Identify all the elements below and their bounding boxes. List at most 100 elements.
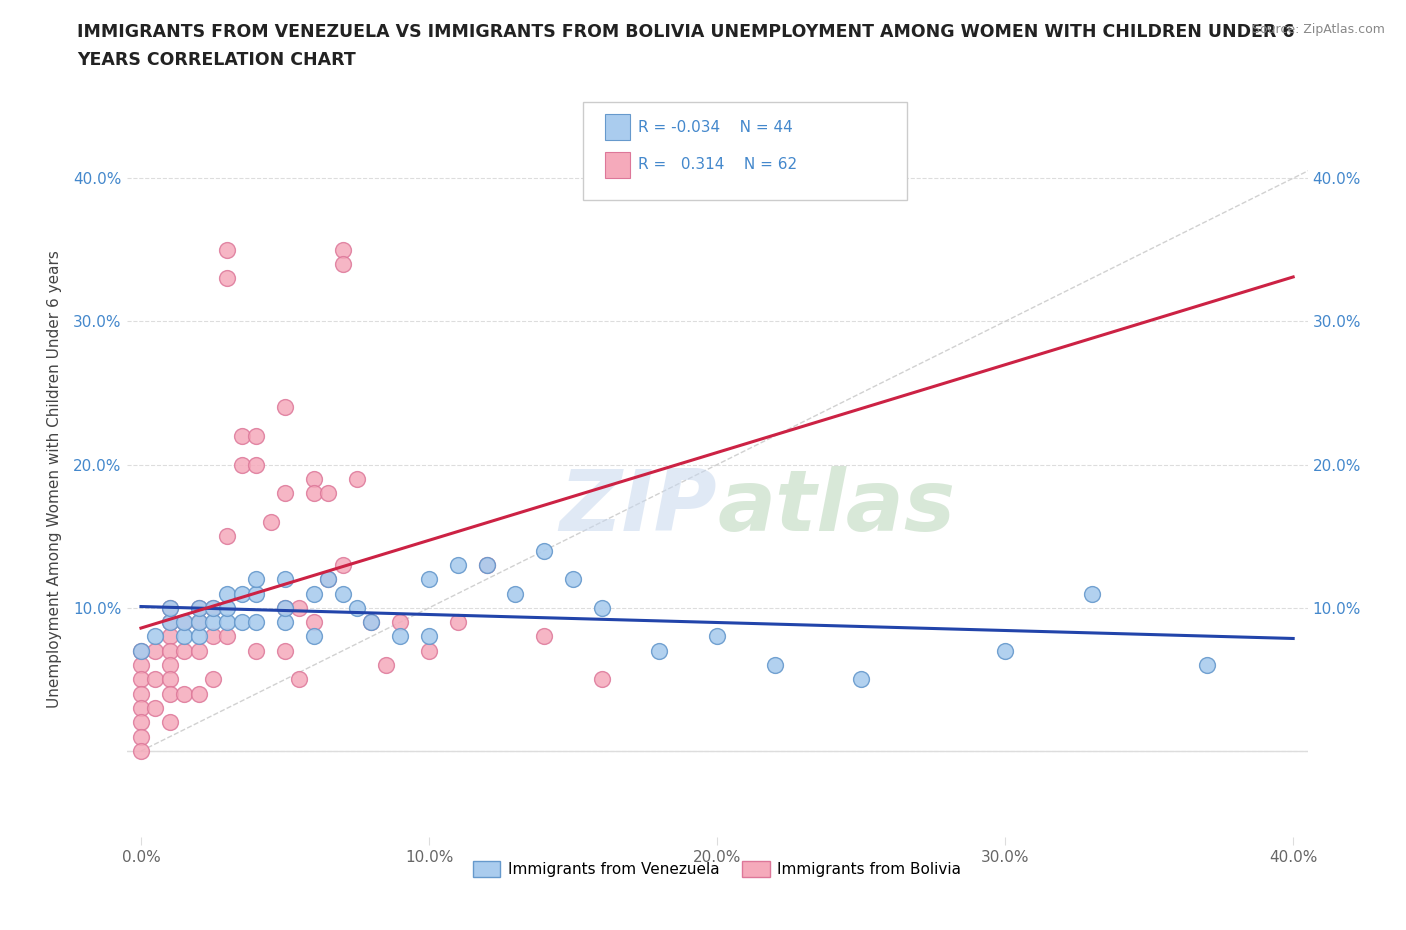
Point [187, 615, 209, 630]
Point [302, 629, 325, 644]
Point [129, 658, 152, 672]
Point [159, 601, 181, 616]
Text: ZIP: ZIP [560, 466, 717, 549]
Point [591, 601, 613, 616]
Point [274, 400, 297, 415]
Point [143, 700, 166, 715]
Point [302, 586, 325, 601]
Point [533, 543, 555, 558]
Point [201, 601, 224, 616]
Point [187, 601, 209, 616]
Point [159, 615, 181, 630]
Point [129, 644, 152, 658]
Point [316, 572, 339, 587]
Point [217, 601, 239, 616]
Point [187, 686, 209, 701]
Point [1080, 586, 1102, 601]
Point [245, 572, 267, 587]
Point [418, 644, 440, 658]
Point [648, 644, 671, 658]
Point [173, 615, 195, 630]
Point [217, 615, 239, 630]
Point [706, 629, 728, 644]
Point [159, 601, 181, 616]
Point [173, 629, 195, 644]
Point [159, 658, 181, 672]
Point [173, 644, 195, 658]
Point [849, 672, 872, 687]
Text: atlas: atlas [717, 466, 955, 549]
Point [302, 485, 325, 500]
Point [763, 658, 786, 672]
Point [360, 615, 382, 630]
Point [475, 557, 498, 572]
Point [217, 243, 239, 258]
Point [245, 644, 267, 658]
Point [332, 257, 354, 272]
Point [129, 644, 152, 658]
Point [159, 629, 181, 644]
Point [245, 586, 267, 601]
Point [159, 672, 181, 687]
Point [274, 485, 297, 500]
Point [418, 572, 440, 587]
Point [129, 672, 152, 687]
Point [274, 601, 297, 616]
Point [201, 601, 224, 616]
Point [302, 472, 325, 486]
Point [159, 715, 181, 730]
Point [159, 615, 181, 630]
Point [217, 529, 239, 544]
Point [447, 615, 470, 630]
Point [159, 686, 181, 701]
Text: YEARS CORRELATION CHART: YEARS CORRELATION CHART [77, 51, 356, 69]
Point [332, 557, 354, 572]
Point [231, 586, 253, 601]
Point [288, 672, 311, 687]
Point [332, 586, 354, 601]
Point [418, 629, 440, 644]
Point [316, 572, 339, 587]
Point [217, 629, 239, 644]
Point [143, 672, 166, 687]
Point [129, 700, 152, 715]
Point [201, 629, 224, 644]
Point [129, 686, 152, 701]
Point [129, 729, 152, 744]
Point [274, 601, 297, 616]
Point [389, 629, 412, 644]
Text: Source: ZipAtlas.com: Source: ZipAtlas.com [1251, 23, 1385, 36]
Point [332, 243, 354, 258]
Point [201, 672, 224, 687]
Point [187, 615, 209, 630]
Point [217, 586, 239, 601]
Point [201, 615, 224, 630]
Legend: Immigrants from Venezuela, Immigrants from Bolivia: Immigrants from Venezuela, Immigrants fr… [467, 855, 967, 884]
Point [374, 658, 396, 672]
Point [274, 644, 297, 658]
Point [302, 615, 325, 630]
Point [475, 557, 498, 572]
Text: R = -0.034    N = 44: R = -0.034 N = 44 [638, 120, 793, 135]
Point [360, 615, 382, 630]
Point [231, 429, 253, 444]
Point [447, 557, 470, 572]
Point [231, 615, 253, 630]
Point [143, 629, 166, 644]
Point [245, 429, 267, 444]
Point [245, 458, 267, 472]
Point [533, 629, 555, 644]
Point [994, 644, 1017, 658]
Point [346, 601, 368, 616]
Point [389, 615, 412, 630]
Point [187, 644, 209, 658]
Y-axis label: Unemployment Among Women with Children Under 6 years: Unemployment Among Women with Children U… [46, 250, 62, 708]
Point [173, 615, 195, 630]
Point [591, 672, 613, 687]
Point [505, 586, 527, 601]
Point [316, 485, 339, 500]
Point [187, 601, 209, 616]
Point [173, 686, 195, 701]
Point [231, 458, 253, 472]
Point [562, 572, 585, 587]
